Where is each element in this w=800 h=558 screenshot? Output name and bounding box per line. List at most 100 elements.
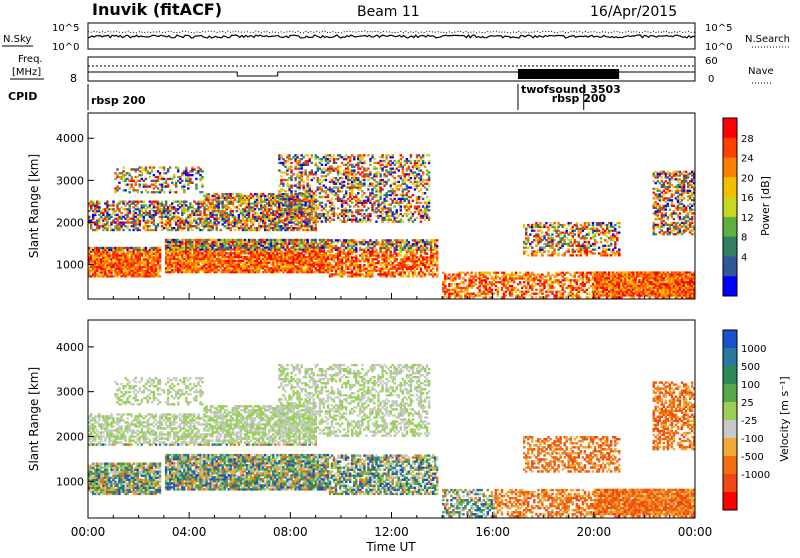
heatmap-cell xyxy=(131,176,133,178)
heatmap-cell xyxy=(177,201,179,203)
heatmap-cell xyxy=(213,260,215,262)
heatmap-cell xyxy=(335,158,337,160)
heatmap-cell xyxy=(126,178,128,180)
heatmap-cell xyxy=(145,247,147,249)
heatmap-cell xyxy=(325,164,327,166)
heatmap-cell xyxy=(135,266,137,268)
heatmap-cell xyxy=(159,275,161,277)
heatmap-cell xyxy=(351,256,353,258)
heatmap-cell xyxy=(385,200,387,202)
heatmap-cell xyxy=(325,213,327,215)
heatmap-cell xyxy=(337,207,339,209)
heatmap-cell xyxy=(161,201,163,203)
heatmap-cell xyxy=(394,177,396,179)
heatmap-cell xyxy=(173,174,175,176)
heatmap-cell xyxy=(169,271,171,273)
heatmap-cell xyxy=(153,247,155,249)
heatmap-cell xyxy=(98,206,100,208)
heatmap-cell xyxy=(313,177,315,179)
heatmap-cell xyxy=(303,185,305,187)
heatmap-cell xyxy=(292,173,294,175)
heatmap-cell xyxy=(153,210,155,212)
heatmap-cell xyxy=(290,239,292,241)
heatmap-cell xyxy=(335,239,337,241)
heatmap-cell xyxy=(256,241,258,243)
heatmap-cell xyxy=(396,217,398,219)
heatmap-cell xyxy=(369,158,371,160)
heatmap-cell xyxy=(385,192,387,194)
heatmap-cell xyxy=(187,214,189,216)
station-title: Inuvik (fitACF) xyxy=(92,0,222,19)
heatmap-cell xyxy=(351,164,353,166)
heatmap-cell xyxy=(369,171,371,173)
heatmap-cell xyxy=(100,225,102,227)
heatmap-cell xyxy=(185,201,187,203)
heatmap-cell xyxy=(203,206,205,208)
heatmap-cell xyxy=(309,193,311,195)
heatmap-cell xyxy=(238,239,240,241)
heatmap-cell xyxy=(284,190,286,192)
heatmap-cell xyxy=(256,227,258,229)
heatmap-cell xyxy=(153,229,155,231)
heatmap-cell xyxy=(195,220,197,222)
heatmap-cell xyxy=(183,184,185,186)
heatmap-cell xyxy=(177,208,179,210)
heatmap-cell xyxy=(118,187,120,189)
nave-label: Nave xyxy=(748,66,774,77)
heatmap-cell xyxy=(135,204,137,206)
heatmap-cell xyxy=(282,204,284,206)
heatmap-cell xyxy=(290,209,292,211)
heatmap-cell xyxy=(153,191,155,193)
heatmap-cell xyxy=(135,189,137,191)
heatmap-cell xyxy=(161,176,163,178)
heatmap-cell xyxy=(118,176,120,178)
heatmap-cell xyxy=(143,225,145,227)
heatmap-cell xyxy=(311,169,313,171)
heatmap-cell xyxy=(238,204,240,206)
heatmap-cell xyxy=(112,201,114,203)
heatmap-cell xyxy=(108,262,110,264)
heatmap-cell xyxy=(317,156,319,158)
heatmap-cell xyxy=(377,253,379,255)
heatmap-cell xyxy=(169,218,171,220)
heatmap-cell xyxy=(222,269,224,271)
heatmap-cell xyxy=(163,166,165,168)
heatmap-cell xyxy=(191,204,193,206)
heatmap-cell xyxy=(398,188,400,190)
heatmap-cell xyxy=(390,251,392,253)
heatmap-cell xyxy=(404,254,406,256)
heatmap-cell xyxy=(143,256,145,258)
heatmap-cell xyxy=(213,239,215,241)
heatmap-cell xyxy=(222,193,224,195)
heatmap-cell xyxy=(203,199,205,201)
heatmap-cell xyxy=(143,204,145,206)
heatmap-cell xyxy=(139,220,141,222)
heatmap-cell xyxy=(363,264,365,266)
heatmap-cell xyxy=(327,194,329,196)
heatmap-cell xyxy=(207,193,209,195)
heatmap-cell xyxy=(359,213,361,215)
heatmap-cell xyxy=(213,218,215,220)
heatmap-cell xyxy=(359,264,361,266)
heatmap-cell xyxy=(333,154,335,156)
heatmap-cell xyxy=(153,174,155,176)
heatmap-cell xyxy=(230,239,232,241)
heatmap-cell xyxy=(161,229,163,231)
heatmap-cell xyxy=(248,227,250,229)
heatmap-cell xyxy=(248,195,250,197)
heatmap-cell xyxy=(359,241,361,243)
heatmap-cell xyxy=(169,229,171,231)
nave-tick-bottom: 0 xyxy=(708,74,714,85)
heatmap-cell xyxy=(343,169,345,171)
heatmap-cell xyxy=(177,166,179,168)
heatmap-cell xyxy=(161,166,163,168)
heatmap-cell xyxy=(195,208,197,210)
heatmap-cell xyxy=(177,212,179,214)
heatmap-cell xyxy=(343,249,345,251)
heatmap-cell xyxy=(371,154,373,156)
heatmap-cell xyxy=(222,239,224,241)
heatmap-cell xyxy=(375,194,377,196)
heatmap-cell xyxy=(298,225,300,227)
